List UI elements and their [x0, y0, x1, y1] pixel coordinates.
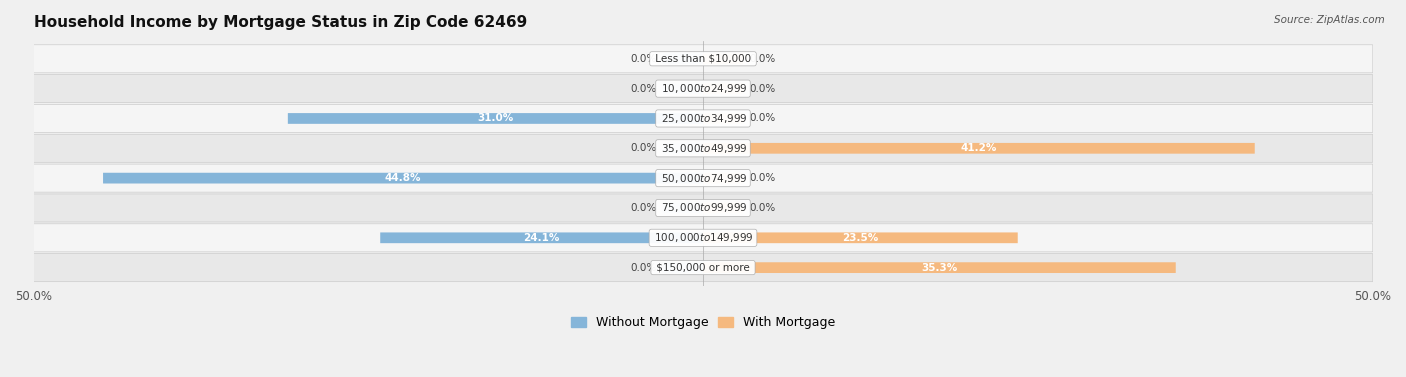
Text: 0.0%: 0.0% [749, 54, 776, 64]
FancyBboxPatch shape [703, 143, 1254, 154]
FancyBboxPatch shape [703, 233, 1018, 243]
FancyBboxPatch shape [703, 54, 744, 64]
FancyBboxPatch shape [288, 113, 703, 124]
Text: 0.0%: 0.0% [749, 173, 776, 183]
Text: 41.2%: 41.2% [960, 143, 997, 153]
FancyBboxPatch shape [34, 254, 1372, 282]
Text: 0.0%: 0.0% [630, 203, 657, 213]
Text: 0.0%: 0.0% [630, 263, 657, 273]
FancyBboxPatch shape [703, 262, 1175, 273]
Text: $150,000 or more: $150,000 or more [652, 263, 754, 273]
Text: Household Income by Mortgage Status in Zip Code 62469: Household Income by Mortgage Status in Z… [34, 15, 527, 30]
FancyBboxPatch shape [34, 224, 1372, 252]
FancyBboxPatch shape [34, 164, 1372, 192]
Text: $50,000 to $74,999: $50,000 to $74,999 [658, 172, 748, 185]
FancyBboxPatch shape [662, 54, 703, 64]
Text: $35,000 to $49,999: $35,000 to $49,999 [658, 142, 748, 155]
Text: 0.0%: 0.0% [749, 203, 776, 213]
Text: 0.0%: 0.0% [749, 113, 776, 123]
Text: 44.8%: 44.8% [385, 173, 422, 183]
Text: Less than $10,000: Less than $10,000 [652, 54, 754, 64]
FancyBboxPatch shape [34, 134, 1372, 162]
FancyBboxPatch shape [34, 194, 1372, 222]
Text: 0.0%: 0.0% [630, 143, 657, 153]
FancyBboxPatch shape [380, 233, 703, 243]
Text: $10,000 to $24,999: $10,000 to $24,999 [658, 82, 748, 95]
Text: $75,000 to $99,999: $75,000 to $99,999 [658, 201, 748, 215]
FancyBboxPatch shape [34, 75, 1372, 103]
Text: 24.1%: 24.1% [523, 233, 560, 243]
Text: 35.3%: 35.3% [921, 263, 957, 273]
Text: 0.0%: 0.0% [630, 54, 657, 64]
Text: 31.0%: 31.0% [477, 113, 513, 123]
FancyBboxPatch shape [662, 262, 703, 273]
FancyBboxPatch shape [34, 104, 1372, 132]
FancyBboxPatch shape [662, 143, 703, 154]
Text: 0.0%: 0.0% [749, 84, 776, 93]
FancyBboxPatch shape [662, 202, 703, 213]
Text: $100,000 to $149,999: $100,000 to $149,999 [651, 231, 755, 244]
FancyBboxPatch shape [703, 202, 744, 213]
FancyBboxPatch shape [703, 173, 744, 184]
Legend: Without Mortgage, With Mortgage: Without Mortgage, With Mortgage [567, 313, 839, 333]
Text: 23.5%: 23.5% [842, 233, 879, 243]
Text: 0.0%: 0.0% [630, 84, 657, 93]
FancyBboxPatch shape [34, 45, 1372, 73]
Text: $25,000 to $34,999: $25,000 to $34,999 [658, 112, 748, 125]
FancyBboxPatch shape [703, 83, 744, 94]
Text: Source: ZipAtlas.com: Source: ZipAtlas.com [1274, 15, 1385, 25]
FancyBboxPatch shape [703, 113, 744, 124]
FancyBboxPatch shape [662, 83, 703, 94]
FancyBboxPatch shape [103, 173, 703, 184]
